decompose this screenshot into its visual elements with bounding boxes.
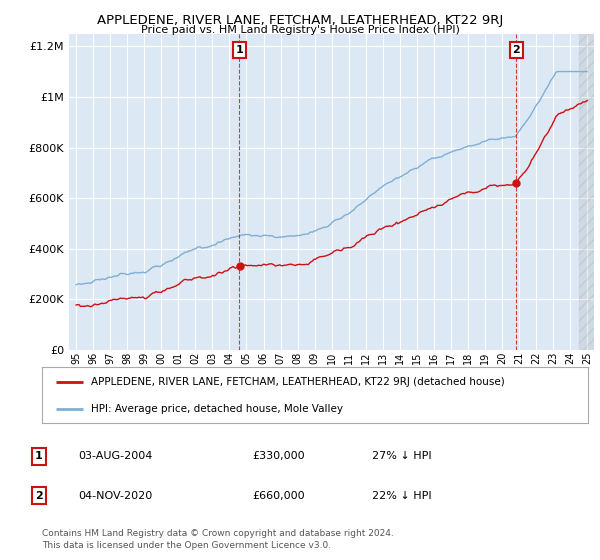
Text: 2: 2 <box>512 45 520 55</box>
Text: Price paid vs. HM Land Registry's House Price Index (HPI): Price paid vs. HM Land Registry's House … <box>140 25 460 35</box>
Bar <box>578 34 596 350</box>
Text: £660,000: £660,000 <box>252 491 305 501</box>
Text: APPLEDENE, RIVER LANE, FETCHAM, LEATHERHEAD, KT22 9RJ: APPLEDENE, RIVER LANE, FETCHAM, LEATHERH… <box>97 14 503 27</box>
Text: 1: 1 <box>236 45 243 55</box>
Text: 27% ↓ HPI: 27% ↓ HPI <box>372 451 431 461</box>
Text: Contains HM Land Registry data © Crown copyright and database right 2024.
This d: Contains HM Land Registry data © Crown c… <box>42 529 394 550</box>
Text: 22% ↓ HPI: 22% ↓ HPI <box>372 491 431 501</box>
Text: 1: 1 <box>35 451 43 461</box>
Text: 03-AUG-2004: 03-AUG-2004 <box>78 451 152 461</box>
Text: APPLEDENE, RIVER LANE, FETCHAM, LEATHERHEAD, KT22 9RJ (detached house): APPLEDENE, RIVER LANE, FETCHAM, LEATHERH… <box>91 377 505 388</box>
Text: 04-NOV-2020: 04-NOV-2020 <box>78 491 152 501</box>
Text: £330,000: £330,000 <box>252 451 305 461</box>
Text: HPI: Average price, detached house, Mole Valley: HPI: Average price, detached house, Mole… <box>91 404 343 414</box>
Text: 2: 2 <box>35 491 43 501</box>
